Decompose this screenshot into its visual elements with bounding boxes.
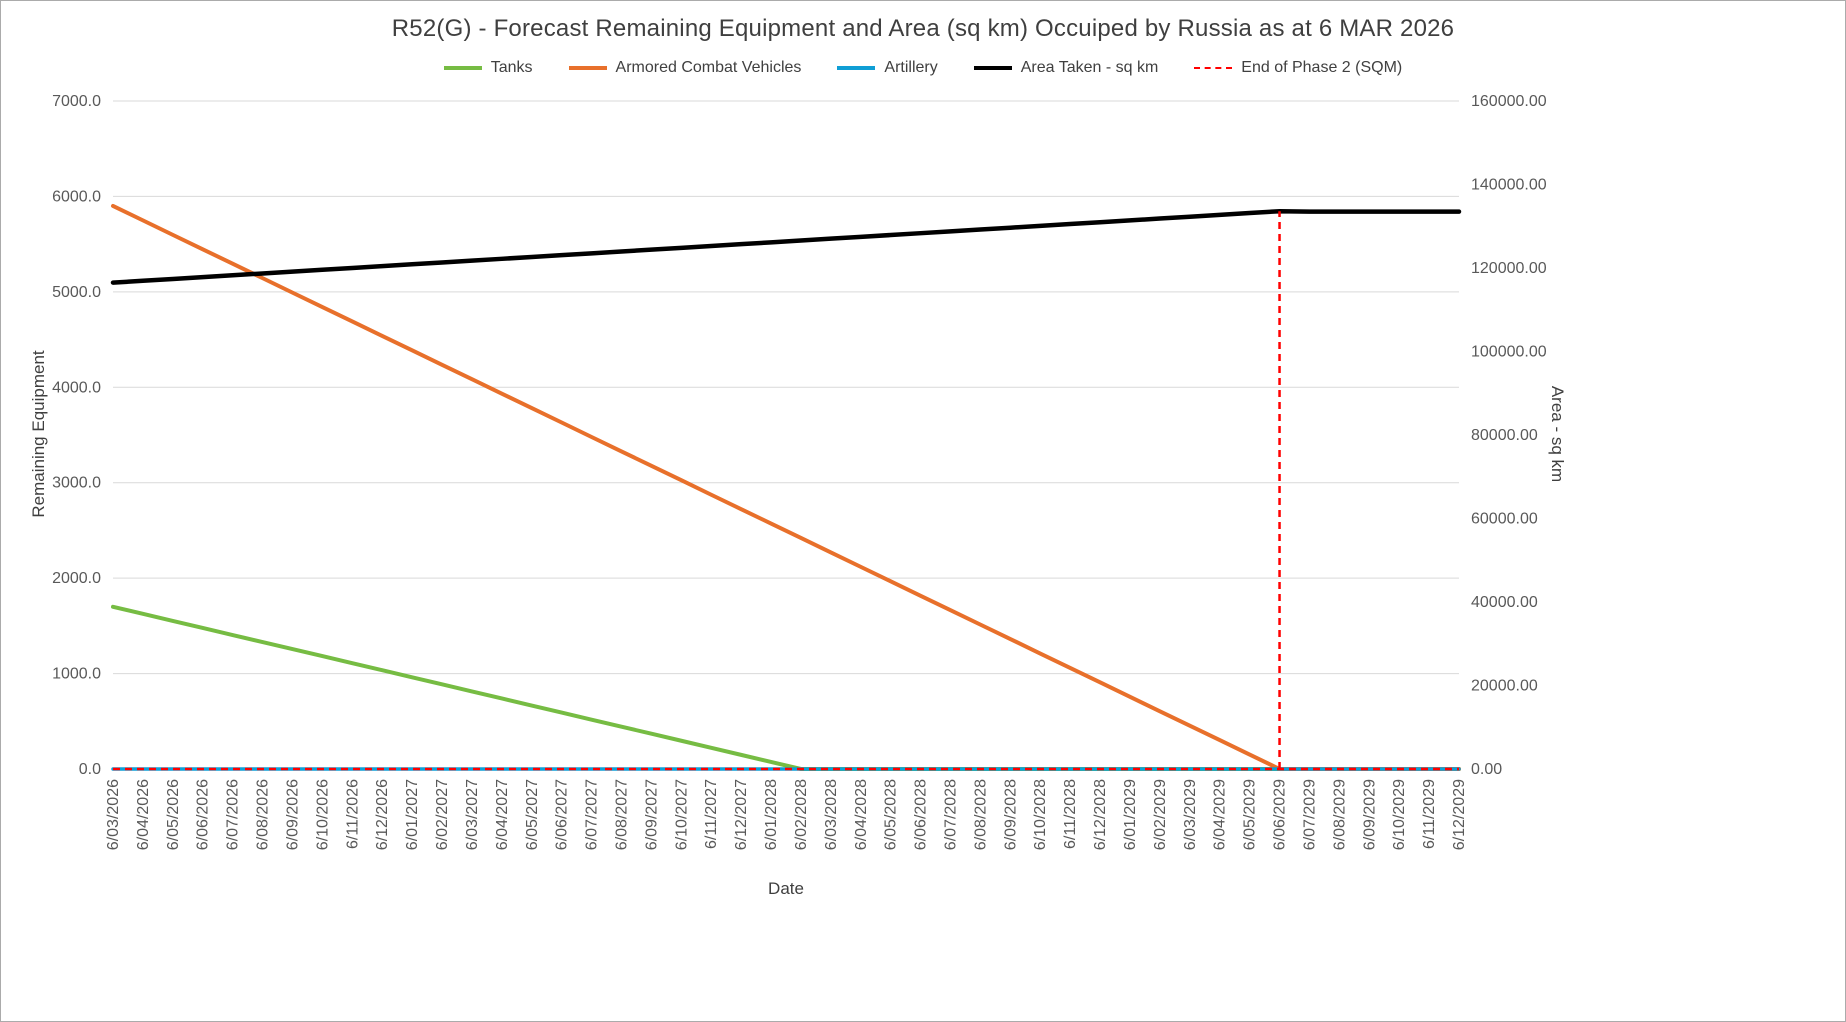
chart-legend: Tanks Armored Combat Vehicles Artillery Are… (1, 59, 1845, 77)
left-axis-tick-label: 7000.0 (52, 93, 101, 110)
legend-item-area-taken-sq-km: Area Taken - sq km (973, 59, 1159, 77)
x-axis-tick-label: 6/03/2027 (464, 779, 481, 850)
chart-title: R52(G) - Forecast Remaining Equipment an… (391, 15, 1455, 42)
left-axis-tick-label: 0.0 (79, 761, 101, 778)
right-axis-tick-label: 80000.00 (1471, 427, 1538, 444)
legend-item-end-of-phase-2-sqm: End of Phase 2 (SQM) (1194, 59, 1402, 77)
x-axis-tick-label: 6/11/2028 (1062, 779, 1079, 849)
x-axis-tick-label: 6/06/2026 (195, 779, 212, 850)
x-axis-tick-label: 6/05/2028 (883, 779, 900, 850)
x-axis-tick-label: 6/01/2027 (404, 779, 421, 850)
x-axis-tick-label: 6/05/2029 (1242, 779, 1259, 850)
legend-swatch-armored-combat-vehicles (568, 66, 607, 70)
x-axis-tick-label: 6/10/2029 (1391, 779, 1408, 850)
x-axis-tick-label: 6/01/2028 (763, 779, 780, 850)
x-axis-tick-label: 6/10/2027 (673, 779, 690, 850)
x-axis-tick-label: 6/04/2028 (853, 779, 870, 850)
legend-label: End of Phase 2 (SQM) (1241, 59, 1403, 76)
right-axis-tick-label: 60000.00 (1471, 511, 1538, 528)
x-axis-tick-label: 6/10/2028 (1032, 779, 1049, 850)
x-axis-tick-label: 6/07/2026 (225, 779, 242, 850)
legend-item-tanks: Tanks (443, 59, 533, 77)
right-axis-tick-label: 20000.00 (1471, 678, 1538, 695)
x-axis-tick-label: 6/05/2026 (165, 779, 182, 850)
x-axis-tick-label: 6/03/2029 (1182, 779, 1199, 850)
right-axis-tick-label: 120000.00 (1471, 260, 1547, 277)
x-axis-tick-label: 6/07/2028 (943, 779, 960, 850)
legend-swatch-artillery (837, 66, 876, 70)
right-axis-title: Area - sq km (1548, 385, 1567, 483)
x-axis-tick-label: 6/05/2027 (524, 779, 541, 850)
x-axis-tick-label: 6/06/2027 (554, 779, 571, 850)
legend-label: Tanks (490, 59, 533, 76)
left-axis-tick-label: 1000.0 (52, 666, 101, 683)
x-axis-tick-label: 6/08/2028 (972, 779, 989, 850)
x-axis-tick-label: 6/12/2028 (1092, 779, 1109, 850)
x-axis-title: Date (768, 879, 804, 898)
x-axis-tick-label: 6/11/2026 (344, 779, 361, 849)
x-axis-tick-label: 6/02/2027 (434, 779, 451, 850)
left-axis-tick-label: 6000.0 (52, 188, 101, 205)
left-axis-tick-label: 5000.0 (52, 284, 101, 301)
x-axis-tick-label: 6/08/2029 (1331, 779, 1348, 850)
legend-swatch-area-taken-sq-km (973, 66, 1012, 70)
x-axis-tick-label: 6/09/2026 (284, 779, 301, 850)
right-axis-tick-label: 100000.00 (1471, 344, 1547, 361)
series-line-tanks (111, 604, 1461, 771)
x-axis-tick-label: 6/12/2029 (1451, 779, 1468, 850)
x-axis-tick-label: 6/04/2026 (135, 779, 152, 850)
x-axis-tick-label: 6/08/2026 (255, 779, 272, 850)
right-axis-tick-label: 40000.00 (1471, 594, 1538, 611)
x-axis-tick-label: 6/02/2028 (793, 779, 810, 850)
right-axis-tick-label: 160000.00 (1471, 93, 1547, 110)
x-axis-tick-label: 6/04/2027 (494, 779, 511, 850)
x-axis-tick-label: 6/12/2026 (374, 779, 391, 850)
x-axis-tick-label: 6/09/2028 (1002, 779, 1019, 850)
left-axis-tick-label: 3000.0 (52, 475, 101, 492)
x-axis-tick-label: 6/03/2026 (105, 779, 122, 850)
x-axis-tick-label: 6/11/2027 (703, 779, 720, 849)
legend-label: Area Taken - sq km (1020, 59, 1159, 76)
x-axis-tick-label: 6/06/2028 (913, 779, 930, 850)
x-axis-tick-label: 6/09/2029 (1361, 779, 1378, 850)
legend-label: Armored Combat Vehicles (615, 59, 802, 76)
legend-swatch-tanks (443, 66, 482, 70)
x-axis-tick-label: 6/04/2029 (1212, 779, 1229, 850)
x-axis-tick-label: 6/10/2026 (314, 779, 331, 850)
left-axis-title: Remaining Equipment (29, 350, 48, 518)
series-line-area-taken-sq-km (110, 208, 1462, 285)
legend-swatch-end-of-phase-2-sqm (1194, 67, 1233, 69)
x-axis-tick-label: 6/03/2028 (823, 779, 840, 850)
legend-item-armored-combat-vehicles: Armored Combat Vehicles (568, 59, 802, 77)
x-axis-tick-label: 6/07/2027 (584, 779, 601, 850)
x-axis-tick-label: 6/12/2027 (733, 779, 750, 850)
legend-item-artillery: Artillery (837, 59, 938, 77)
x-axis-tick-label: 6/01/2029 (1122, 779, 1139, 850)
left-axis-tick-label: 4000.0 (52, 379, 101, 396)
x-axis-tick-label: 6/07/2029 (1301, 779, 1318, 850)
x-axis-tick-label: 6/08/2027 (613, 779, 630, 850)
right-axis-tick-label: 0.00 (1471, 761, 1502, 778)
right-axis-tick-label: 140000.00 (1471, 177, 1547, 194)
left-axis-tick-label: 2000.0 (52, 570, 101, 587)
x-axis-tick-label: 6/09/2027 (643, 779, 660, 850)
legend-label: Artillery (884, 59, 938, 76)
x-axis-tick-label: 6/02/2029 (1152, 779, 1169, 850)
x-axis-tick-label: 6/11/2029 (1421, 779, 1438, 849)
x-axis-tick-label: 6/06/2029 (1272, 779, 1289, 850)
series-line-armored-combat-vehicles (111, 203, 1461, 771)
